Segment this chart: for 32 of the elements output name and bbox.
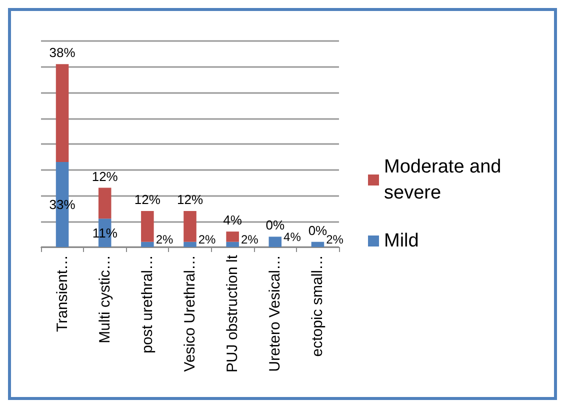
bar — [268, 236, 282, 247]
data-label: 4% — [223, 212, 242, 228]
x-tick-label: Multi cystic… — [96, 255, 114, 344]
x-tick-label: PUJ obstruction lt — [224, 254, 242, 373]
data-label: 12% — [134, 192, 161, 207]
bar — [141, 210, 154, 242]
data-label: 2% — [198, 232, 216, 246]
data-label: 2% — [326, 232, 344, 246]
data-label: 12% — [92, 168, 118, 184]
bar — [141, 242, 154, 247]
x-tick-label: ectopic small… — [309, 255, 326, 357]
data-label: 38% — [49, 45, 76, 60]
x-tick-label: Transient… — [54, 255, 71, 332]
bar — [226, 232, 239, 242]
x-tick-label: post urethral… — [138, 255, 156, 354]
data-label: 2% — [240, 232, 259, 246]
x-tick-label: Vesico Urethral… — [182, 255, 198, 372]
bar — [184, 242, 196, 247]
bar — [56, 64, 69, 162]
data-label: 0% — [308, 222, 328, 238]
data-label: 0% — [266, 218, 285, 233]
legend-label: Mild — [384, 230, 419, 252]
data-label: 33% — [49, 197, 76, 212]
legend-label: Moderate and severe — [384, 156, 507, 204]
bar — [226, 242, 239, 247]
x-tick-label: Uretero Vesical… — [266, 255, 284, 372]
bar — [311, 242, 324, 247]
data-label: 4% — [284, 230, 302, 244]
bar — [98, 188, 112, 219]
bar — [184, 210, 196, 242]
data-label: 2% — [156, 232, 174, 246]
data-label: 12% — [176, 192, 204, 207]
